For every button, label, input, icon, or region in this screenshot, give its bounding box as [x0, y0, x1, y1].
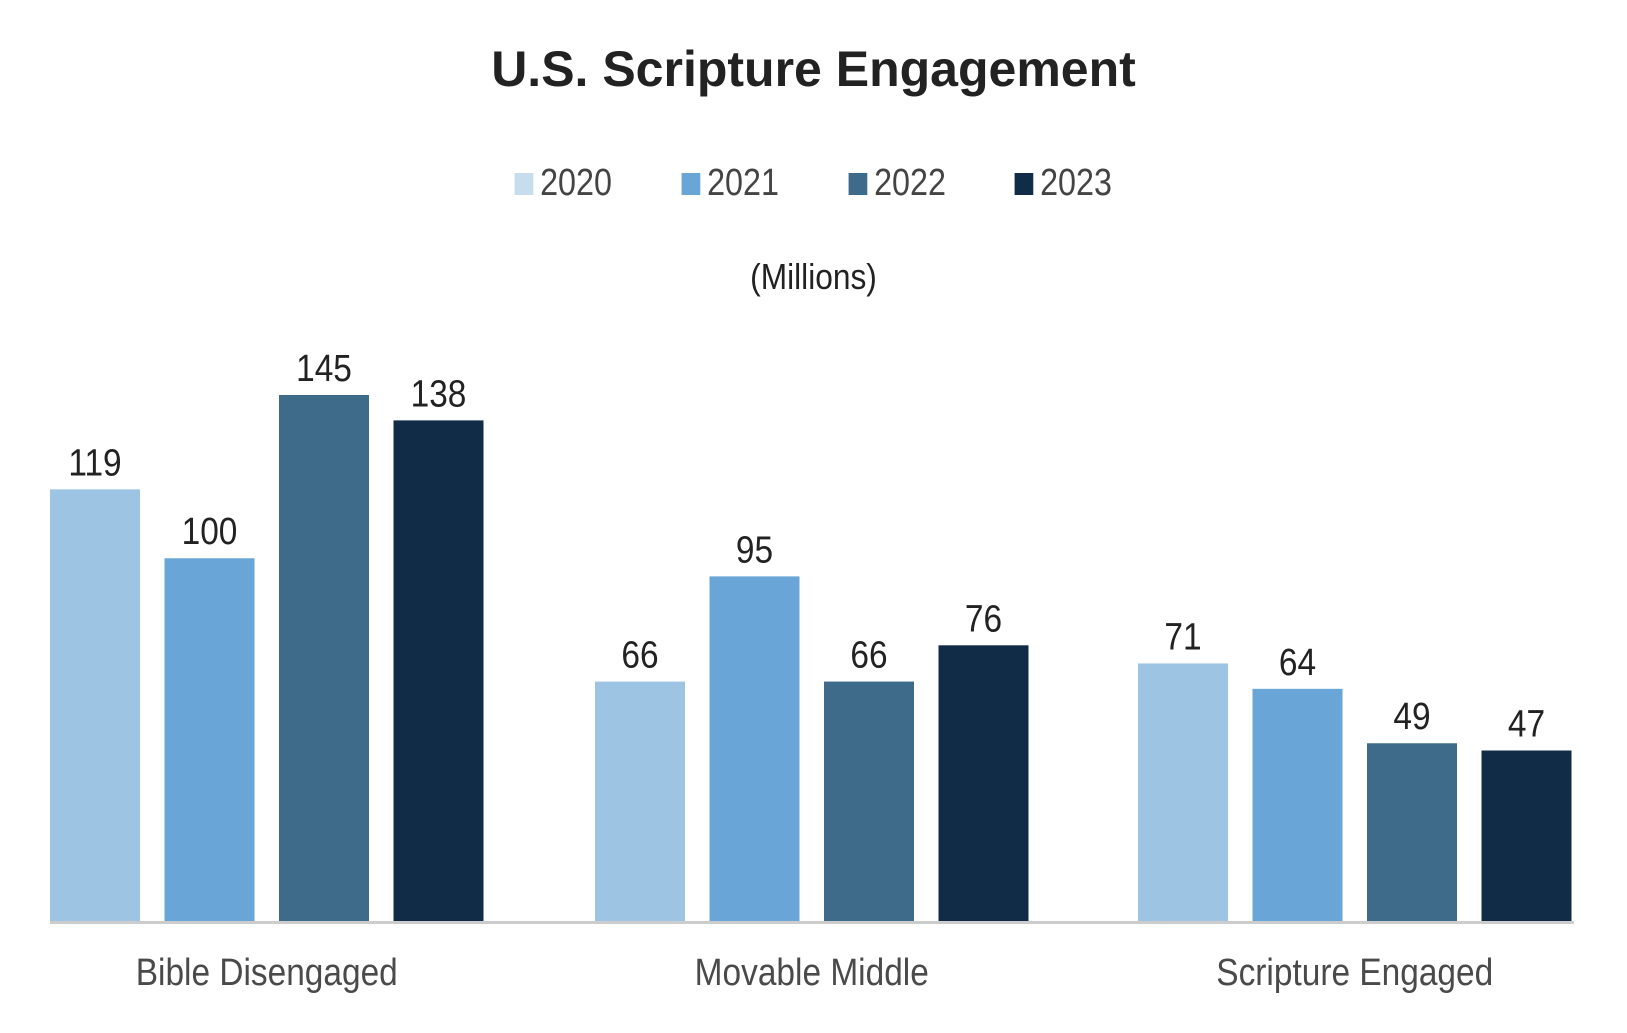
legend-swatch — [848, 172, 867, 195]
legend-swatch — [514, 172, 534, 195]
data-label: 49 — [1393, 695, 1430, 737]
data-label: 95 — [736, 528, 773, 570]
legend-label: 2023 — [1040, 162, 1113, 204]
legend-item-2023: 2023 — [1014, 162, 1113, 205]
bar-2020-2 — [1138, 663, 1228, 921]
data-label: 100 — [182, 510, 238, 552]
category-label: Bible Disengaged — [136, 951, 398, 993]
bar-2023-2 — [1481, 750, 1572, 921]
bar-2021-0 — [164, 558, 255, 921]
data-label: 76 — [965, 597, 1002, 639]
data-label: 145 — [296, 347, 352, 389]
data-label: 64 — [1279, 641, 1316, 683]
data-label: 71 — [1164, 615, 1201, 657]
legend-swatch — [1014, 172, 1034, 195]
bar-2023-0 — [393, 420, 484, 921]
bar-2023-1 — [938, 645, 1029, 921]
legend: 2020 2021 2022 2023 — [0, 162, 1627, 205]
legend-item-2020: 2020 — [514, 162, 613, 205]
bar-2020-0 — [50, 489, 140, 921]
data-label: 47 — [1508, 703, 1545, 745]
legend-label: 2020 — [540, 162, 613, 204]
chart-subtitle: (Millions) — [750, 256, 877, 297]
legend-label: 2022 — [873, 162, 946, 204]
bar-2021-2 — [1252, 688, 1343, 921]
bar-2021-1 — [709, 576, 800, 921]
bar-2022-2 — [1367, 743, 1457, 921]
data-label: 138 — [411, 372, 467, 414]
chart-title: U.S. Scripture Engagement — [491, 41, 1136, 97]
category-label: Scripture Engaged — [1216, 951, 1493, 993]
data-label: 119 — [68, 441, 121, 483]
category-label: Movable Middle — [695, 951, 929, 993]
data-label: 66 — [621, 634, 658, 676]
bar-2022-1 — [824, 681, 914, 921]
bar-2020-1 — [595, 681, 685, 921]
legend-swatch — [681, 172, 701, 195]
bar-2022-0 — [279, 395, 369, 921]
data-label: 66 — [850, 634, 887, 676]
legend-item-2021: 2021 — [681, 162, 779, 205]
legend-label: 2021 — [707, 162, 779, 204]
legend-item-2022: 2022 — [848, 162, 945, 205]
